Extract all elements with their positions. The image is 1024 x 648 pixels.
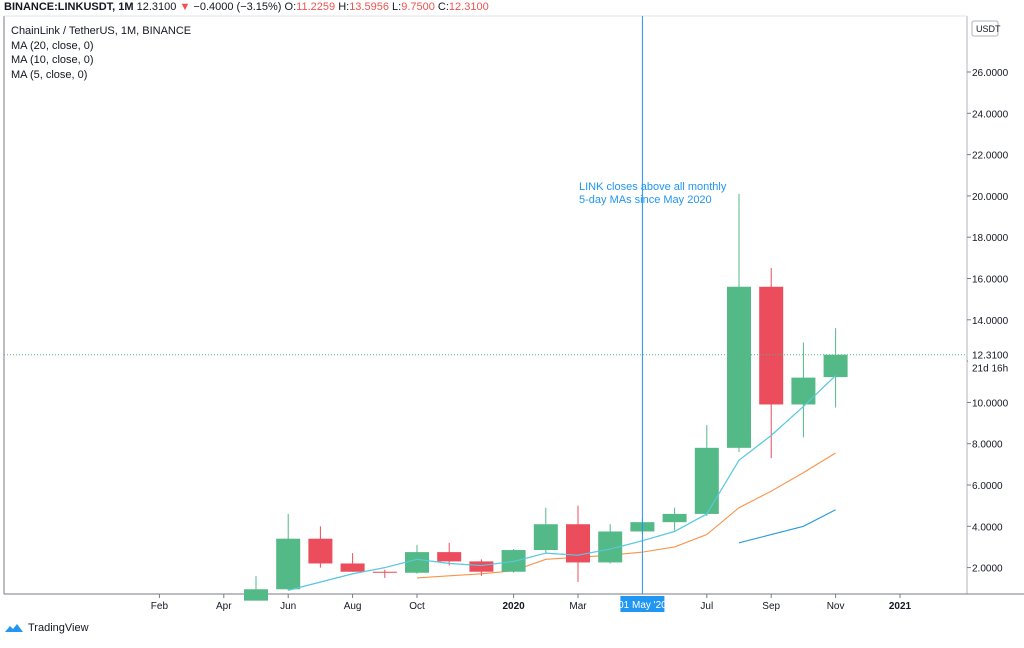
crosshair-date-label: 01 May '20 (618, 600, 667, 611)
indicator-legend: ChainLink / TetherUS, 1M, BINANCE MA (20… (11, 24, 191, 82)
low-value: 9.7500 (401, 1, 435, 13)
candle-body[interactable] (308, 538, 333, 564)
y-tick-label: 6.0000 (972, 481, 1003, 492)
candle-body[interactable] (405, 552, 429, 573)
last-price: 12.3100 (136, 1, 177, 13)
legend-ma10[interactable]: MA (10, close, 0) (11, 54, 94, 66)
candle-body[interactable] (791, 377, 816, 405)
candle-body[interactable] (244, 589, 268, 601)
y-tick-label: 26.0000 (972, 68, 1009, 79)
candle-body[interactable] (759, 286, 784, 405)
candle-body[interactable] (694, 447, 719, 514)
y-tick-label: 16.0000 (972, 275, 1009, 286)
x-tick-label: 2021 (889, 601, 912, 612)
tradingview-logo-icon[interactable] (4, 622, 24, 634)
x-tick-label: Jul (700, 601, 713, 612)
footer: TradingView (4, 622, 89, 634)
y-tick-label: 4.0000 (972, 522, 1003, 533)
open-label: O: (284, 1, 297, 13)
x-tick-label: Oct (409, 601, 425, 612)
high-value: 13.5956 (349, 1, 389, 13)
y-tick-label: 2.0000 (972, 564, 1003, 575)
countdown-label: 21d 16h (972, 364, 1008, 375)
y-tick-label: 8.0000 (972, 440, 1003, 451)
close-label: C: (437, 1, 449, 13)
candle-body[interactable] (533, 524, 558, 551)
close-value: 12.3100 (448, 1, 489, 13)
symbol-name[interactable]: BINANCE:LINKUSDT, 1M (4, 1, 134, 13)
price-change: −0.4000 (−3.15%) (193, 1, 282, 13)
candle-body[interactable] (276, 538, 301, 590)
low-label: L: (392, 1, 402, 13)
candle-body[interactable] (372, 571, 397, 573)
open-value: 11.2259 (296, 1, 336, 13)
legend-ma20[interactable]: MA (20, close, 0) (11, 39, 94, 52)
candle-body[interactable] (566, 524, 590, 563)
chart-title[interactable]: ChainLink / TetherUS, 1M, BINANCE (11, 25, 192, 37)
x-tick-label: Mar (569, 601, 587, 612)
ma-line-2 (416, 452, 836, 579)
ma-line-3 (738, 509, 836, 544)
y-tick-label: 24.0000 (972, 109, 1009, 120)
y-tick-label: 14.0000 (972, 316, 1009, 327)
currency-label: USDT (976, 24, 1001, 34)
candle-body[interactable] (340, 563, 365, 572)
brand-name[interactable]: TradingView (28, 622, 89, 634)
chart-annotation: LINK closes above all monthly 5-day MAs … (579, 181, 727, 206)
x-tick-label: Sep (762, 601, 780, 612)
crosshair-date-box (620, 596, 665, 612)
x-tick-label: Nov (827, 601, 845, 612)
last-price-label: 12.3100 (972, 351, 1009, 362)
y-tick-label: 20.0000 (972, 192, 1009, 203)
candle-body[interactable] (823, 354, 848, 378)
candle-body[interactable] (469, 561, 494, 572)
symbol-header: BINANCE:LINKUSDT, 1M 12.3100 ▼ −0.4000 (… (4, 1, 489, 15)
currency-box[interactable] (971, 20, 999, 37)
x-tick-label: Aug (344, 601, 362, 612)
change-arrow-icon: ▼ (179, 1, 191, 13)
x-tick-label: 2020 (502, 601, 525, 612)
x-tick-label: Jun (280, 601, 296, 612)
candle-body[interactable] (727, 286, 751, 448)
legend-ma5[interactable]: MA (5, close, 0) (11, 68, 88, 81)
candle-body[interactable] (662, 513, 687, 523)
candle-body[interactable] (437, 552, 462, 562)
x-tick-label: Feb (151, 601, 169, 612)
ma-line-overlay (288, 375, 836, 591)
y-tick-label: 18.0000 (972, 233, 1009, 244)
y-tick-label: 22.0000 (972, 151, 1009, 162)
y-tick-label: 10.0000 (972, 398, 1009, 409)
last-price-box (968, 347, 1024, 376)
high-label: H: (338, 1, 350, 13)
x-tick-label: Apr (216, 601, 232, 612)
